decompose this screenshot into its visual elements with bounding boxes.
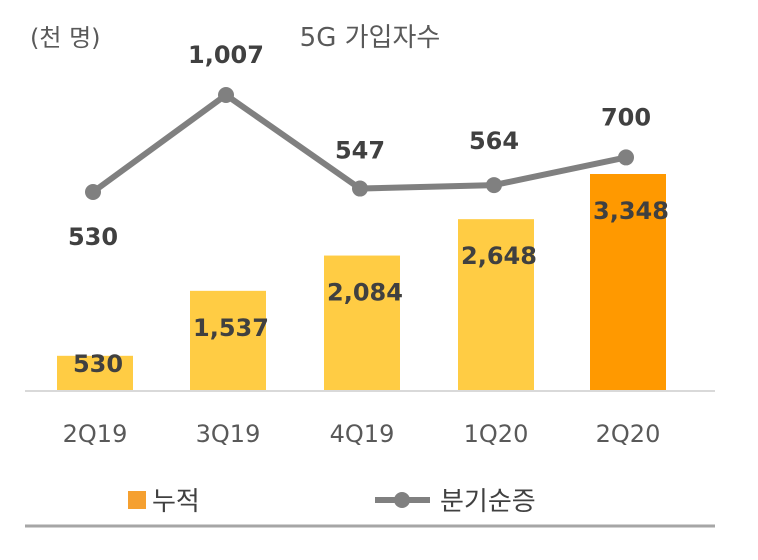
- line-value-label: 700: [601, 103, 651, 131]
- bar-2Q20: [590, 174, 666, 390]
- chart-title: 5G 가입자수: [300, 23, 441, 53]
- line-point: [218, 86, 234, 103]
- line-point: [352, 180, 368, 197]
- legend-bar-swatch: [128, 491, 146, 509]
- unit-label: (천 명): [30, 24, 101, 52]
- x-tick-label: 3Q19: [196, 420, 261, 448]
- bar-value-label: 3,348: [593, 197, 669, 225]
- bar-value-label: 2,084: [327, 279, 403, 307]
- line-value-label: 1,007: [188, 41, 264, 69]
- x-tick-label: 2Q19: [63, 420, 128, 448]
- line-value-label: 564: [469, 127, 519, 155]
- bar-value-label: 2,648: [461, 242, 537, 270]
- line-point: [618, 149, 634, 166]
- bar-3Q19: [190, 290, 266, 390]
- line-value-label: 530: [68, 223, 118, 251]
- x-tick-label: 2Q20: [596, 420, 661, 448]
- legend-line-marker: [394, 492, 410, 508]
- x-tick-label: 1Q20: [464, 420, 529, 448]
- legend-line-label: 분기순증: [440, 487, 536, 517]
- line-point: [85, 184, 101, 200]
- bar-1Q20: [458, 219, 534, 390]
- bar-value-label: 1,537: [193, 314, 269, 342]
- x-tick-label: 4Q19: [330, 420, 395, 448]
- legend: 누적 분기순증: [128, 487, 536, 517]
- line-point: [486, 177, 502, 194]
- bar-4Q19: [324, 255, 400, 390]
- line-value-label: 547: [335, 137, 385, 165]
- legend-bar-label: 누적: [152, 487, 200, 517]
- bar-value-label: 530: [73, 350, 123, 378]
- bar-2Q19: [57, 355, 133, 390]
